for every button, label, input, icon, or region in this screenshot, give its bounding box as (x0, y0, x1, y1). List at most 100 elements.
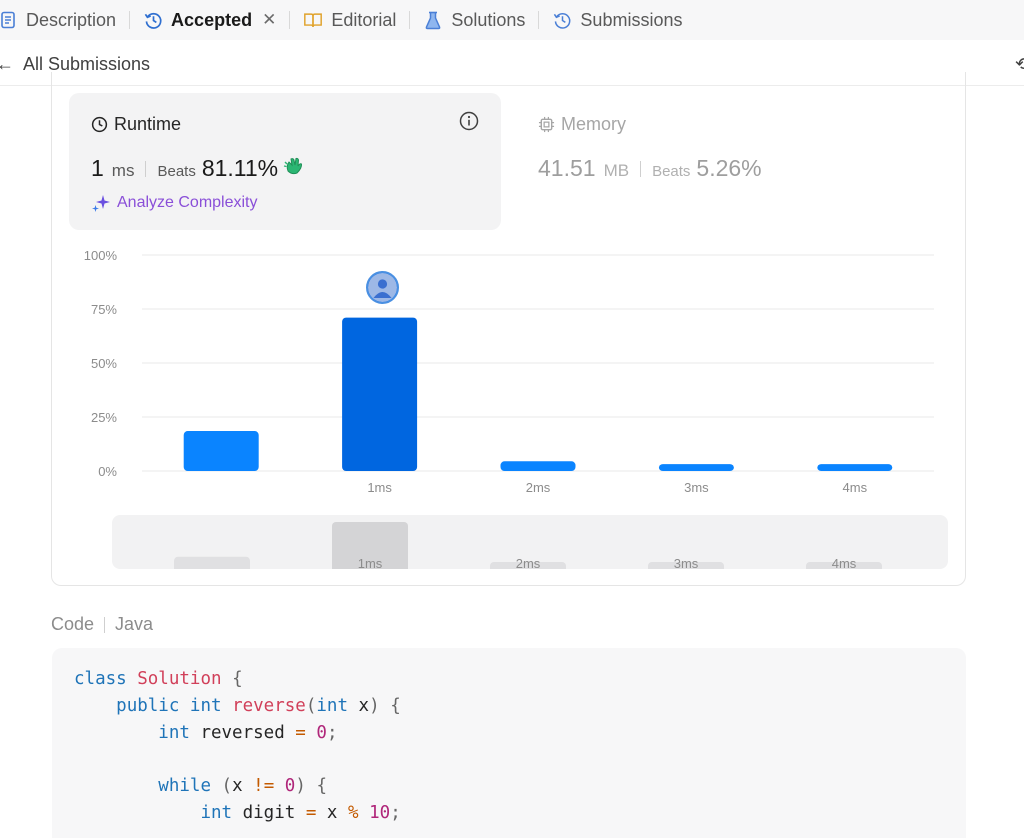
runtime-stats: 1 ms Beats 81.11% (91, 155, 305, 182)
tab-editorial[interactable]: Editorial (303, 0, 396, 40)
code-token (74, 696, 116, 716)
bar (183, 431, 259, 471)
tab-description-label: Description (26, 9, 117, 30)
y-tick-label: 50% (91, 356, 117, 371)
scrubber-svg: 1ms 2ms 3ms 4ms (174, 522, 882, 569)
code-identifier: Solution (137, 669, 222, 689)
code-token (285, 723, 296, 743)
y-tick-label: 25% (91, 410, 117, 425)
code-token (306, 776, 317, 796)
back-arrow-icon[interactable]: ← (0, 54, 14, 74)
code-punctuation: { (390, 695, 401, 716)
code-token (316, 803, 327, 823)
code-token: x (358, 695, 370, 716)
book-icon (303, 10, 323, 30)
close-icon[interactable]: ✕ (262, 10, 277, 29)
memory-beats-value: 5.26% (696, 155, 762, 181)
memory-stats: 41.51 MB Beats 5.26% (538, 155, 762, 182)
x-tick-label: 1ms (367, 480, 392, 495)
tab-divider (129, 11, 131, 29)
code-token (74, 803, 200, 823)
clock-icon (91, 116, 108, 133)
runtime-distribution-chart: 100% 75% 50% 25% 0% 1ms 2ms 3ms 4ms (60, 240, 950, 510)
scrubber-bar (648, 562, 724, 569)
history-icon (552, 10, 572, 30)
x-tick-label: 2ms (526, 480, 551, 495)
code-keyword: public (116, 695, 180, 716)
code-punctuation: ) (295, 776, 306, 797)
code-token (179, 696, 190, 716)
code-identifier: reverse (232, 695, 306, 716)
code-token (190, 723, 201, 743)
code-token (359, 803, 370, 823)
code-keyword: int (316, 695, 348, 716)
tab-divider (289, 11, 291, 29)
code-token (222, 669, 233, 689)
tab-editorial-label: Editorial (331, 9, 397, 30)
runtime-unit: ms (111, 161, 135, 180)
tab-accepted[interactable]: Accepted ✕ (143, 0, 276, 40)
divider (104, 616, 106, 633)
code-content: class Solution { public int reverse(int … (74, 666, 966, 827)
submission-stats-card (51, 72, 966, 586)
bar (342, 317, 418, 471)
code-token (211, 776, 222, 796)
info-icon[interactable] (459, 111, 479, 136)
analyze-complexity-label: Analyze Complexity (117, 194, 258, 211)
chip-icon (538, 116, 555, 133)
y-tick-label: 0% (98, 464, 117, 479)
tab-submissions[interactable]: Submissions (552, 0, 682, 40)
code-label: Code (51, 614, 95, 634)
tab-solutions[interactable]: Solutions (423, 0, 525, 40)
x-tick-label: 3ms (684, 480, 709, 495)
code-token (295, 803, 306, 823)
code-punctuation: ; (326, 722, 338, 743)
description-icon (0, 10, 18, 30)
bar (817, 464, 893, 471)
code-keyword: int (189, 695, 222, 716)
tab-description[interactable]: Description (0, 0, 116, 40)
tab-submissions-label: Submissions (580, 9, 683, 30)
code-token (274, 776, 285, 796)
all-submissions-link[interactable]: All Submissions (23, 54, 151, 74)
code-token (222, 696, 233, 716)
flask-icon (423, 10, 443, 30)
code-token: digit (242, 802, 296, 823)
divider (145, 160, 147, 177)
clap-icon (283, 156, 305, 181)
memory-header[interactable]: Memory (538, 114, 626, 135)
tab-divider (409, 11, 411, 29)
memory-label: Memory (561, 114, 627, 134)
history-icon (143, 10, 163, 30)
runtime-value: 1 (91, 155, 104, 181)
runtime-label: Runtime (114, 114, 182, 134)
avatar (366, 271, 399, 304)
code-token (232, 803, 243, 823)
code-token (243, 776, 254, 796)
code-operator: = (295, 722, 306, 743)
runtime-panel[interactable]: Runtime 1 ms Beats 81.11% Analyze Comple… (69, 93, 501, 230)
memory-unit: MB (603, 161, 630, 180)
chart-range-scrubber[interactable]: 1ms 2ms 3ms 4ms (112, 515, 948, 569)
scrubber-bar (490, 562, 566, 569)
code-header: Code Java (51, 614, 153, 635)
code-token (74, 723, 158, 743)
tab-divider (538, 11, 540, 29)
code-block[interactable]: class Solution { public int reverse(int … (52, 648, 966, 838)
code-operator: % (348, 802, 359, 823)
code-token (348, 696, 359, 716)
code-number: 0 (316, 722, 327, 743)
analyze-complexity-button[interactable]: Analyze Complexity (91, 193, 258, 213)
code-punctuation: ( (221, 776, 233, 797)
y-tick-label: 75% (91, 302, 117, 317)
code-keyword: int (158, 722, 190, 743)
refresh-icon[interactable]: ⟲ (1014, 54, 1024, 74)
scrubber-label: 2ms (516, 556, 541, 569)
scrubber-label: 4ms (832, 556, 857, 569)
runtime-beats-label: Beats (157, 163, 196, 180)
y-tick-label: 100% (84, 248, 118, 263)
code-punctuation: ) (369, 695, 380, 716)
code-operator: = (305, 802, 317, 823)
scrubber-label: 1ms (358, 556, 383, 569)
tab-solutions-label: Solutions (451, 9, 526, 30)
